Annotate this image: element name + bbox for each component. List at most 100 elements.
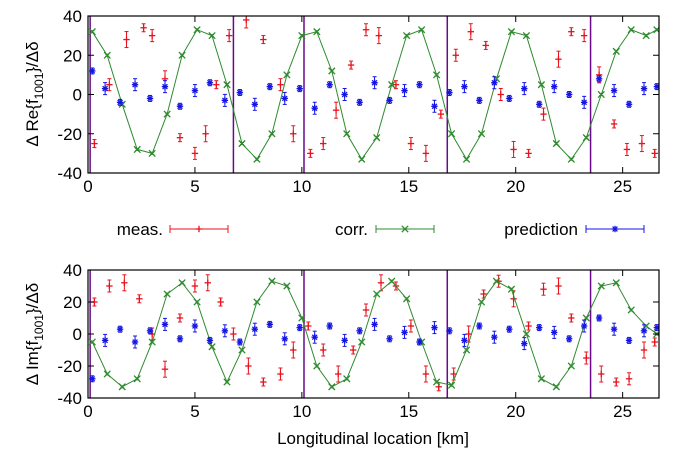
data-point bbox=[298, 314, 306, 322]
legend-sample-meas bbox=[169, 225, 229, 233]
data-point bbox=[476, 322, 483, 330]
y-tick-label: 0 bbox=[73, 86, 82, 105]
data-point bbox=[386, 335, 393, 342]
data-point bbox=[625, 101, 633, 108]
data-point bbox=[437, 110, 445, 118]
data-point bbox=[307, 150, 314, 157]
data-point bbox=[163, 110, 171, 118]
data-point bbox=[313, 362, 321, 370]
data-point bbox=[507, 285, 516, 293]
data-point bbox=[638, 140, 646, 147]
data-point bbox=[176, 335, 184, 342]
x-tick-label: 15 bbox=[399, 402, 418, 421]
data-point bbox=[580, 99, 588, 106]
data-point bbox=[447, 130, 456, 138]
data-point bbox=[305, 322, 312, 330]
series-prediction bbox=[89, 67, 659, 115]
data-point bbox=[540, 110, 547, 118]
data-point bbox=[612, 279, 620, 287]
data-point bbox=[225, 32, 233, 39]
data-point bbox=[349, 346, 357, 354]
data-point bbox=[583, 354, 590, 362]
data-point bbox=[206, 337, 214, 344]
data-point bbox=[281, 335, 288, 342]
data-point bbox=[148, 338, 156, 346]
data-point bbox=[452, 52, 460, 59]
y-tick-label: -20 bbox=[57, 125, 82, 144]
series-meas bbox=[91, 274, 658, 392]
data-point bbox=[204, 279, 211, 286]
data-point bbox=[625, 337, 633, 344]
data-point bbox=[320, 346, 327, 354]
data-point bbox=[277, 81, 284, 88]
y-tick-label: -40 bbox=[57, 164, 82, 183]
data-point bbox=[260, 378, 267, 386]
bottom-plot-area bbox=[88, 270, 659, 398]
data-point bbox=[386, 97, 393, 104]
data-point bbox=[281, 95, 288, 102]
data-point bbox=[416, 338, 423, 346]
data-point bbox=[407, 322, 415, 330]
data-point bbox=[610, 120, 618, 128]
data-point bbox=[642, 31, 650, 40]
data-point bbox=[407, 140, 415, 147]
data-point bbox=[208, 343, 216, 351]
data-point bbox=[491, 79, 498, 86]
x-tick-label: 15 bbox=[399, 177, 418, 196]
data-point bbox=[358, 155, 366, 163]
data-point bbox=[133, 145, 141, 154]
data-point bbox=[161, 83, 169, 90]
data-point bbox=[266, 321, 273, 328]
data-point bbox=[597, 90, 605, 99]
data-point bbox=[537, 375, 546, 383]
data-point bbox=[402, 295, 411, 303]
data-point bbox=[206, 79, 214, 86]
x-tick-label: 25 bbox=[613, 402, 632, 421]
data-point bbox=[191, 150, 199, 157]
data-point bbox=[422, 370, 430, 378]
data-point bbox=[537, 81, 546, 89]
data-point bbox=[191, 322, 199, 330]
data-point bbox=[243, 16, 250, 24]
data-point bbox=[136, 295, 143, 302]
data-point bbox=[91, 140, 98, 147]
series-prediction bbox=[89, 314, 659, 383]
data-point bbox=[525, 150, 532, 157]
data-point bbox=[651, 150, 658, 157]
data-point bbox=[467, 28, 475, 35]
data-point bbox=[521, 340, 528, 347]
series-corr bbox=[88, 26, 659, 163]
data-point bbox=[238, 139, 246, 148]
x-tick-label: 5 bbox=[190, 402, 199, 421]
top-plot-area bbox=[88, 16, 659, 173]
data-point bbox=[202, 130, 209, 137]
data-point bbox=[326, 81, 333, 88]
data-point bbox=[625, 375, 633, 382]
data-point bbox=[176, 134, 184, 141]
data-point bbox=[580, 32, 588, 39]
data-point bbox=[362, 26, 370, 33]
data-point bbox=[221, 327, 229, 334]
data-point bbox=[627, 306, 635, 314]
data-point bbox=[477, 298, 486, 306]
data-point bbox=[597, 282, 605, 290]
data-point bbox=[320, 140, 327, 147]
data-point bbox=[89, 375, 96, 382]
data-point bbox=[268, 130, 276, 138]
data-point bbox=[373, 134, 381, 142]
data-point bbox=[388, 277, 396, 285]
data-point bbox=[230, 330, 237, 338]
legend-marker bbox=[611, 225, 619, 233]
data-point bbox=[161, 321, 169, 328]
data-point bbox=[328, 383, 336, 391]
data-point bbox=[522, 330, 531, 338]
data-point bbox=[565, 335, 573, 342]
y-tick-label: -40 bbox=[57, 389, 82, 408]
data-point bbox=[236, 89, 244, 96]
data-point bbox=[283, 71, 291, 79]
data-point bbox=[446, 89, 453, 96]
data-point bbox=[217, 298, 224, 306]
data-point bbox=[88, 338, 96, 346]
data-point bbox=[580, 322, 588, 330]
data-point bbox=[446, 327, 453, 334]
